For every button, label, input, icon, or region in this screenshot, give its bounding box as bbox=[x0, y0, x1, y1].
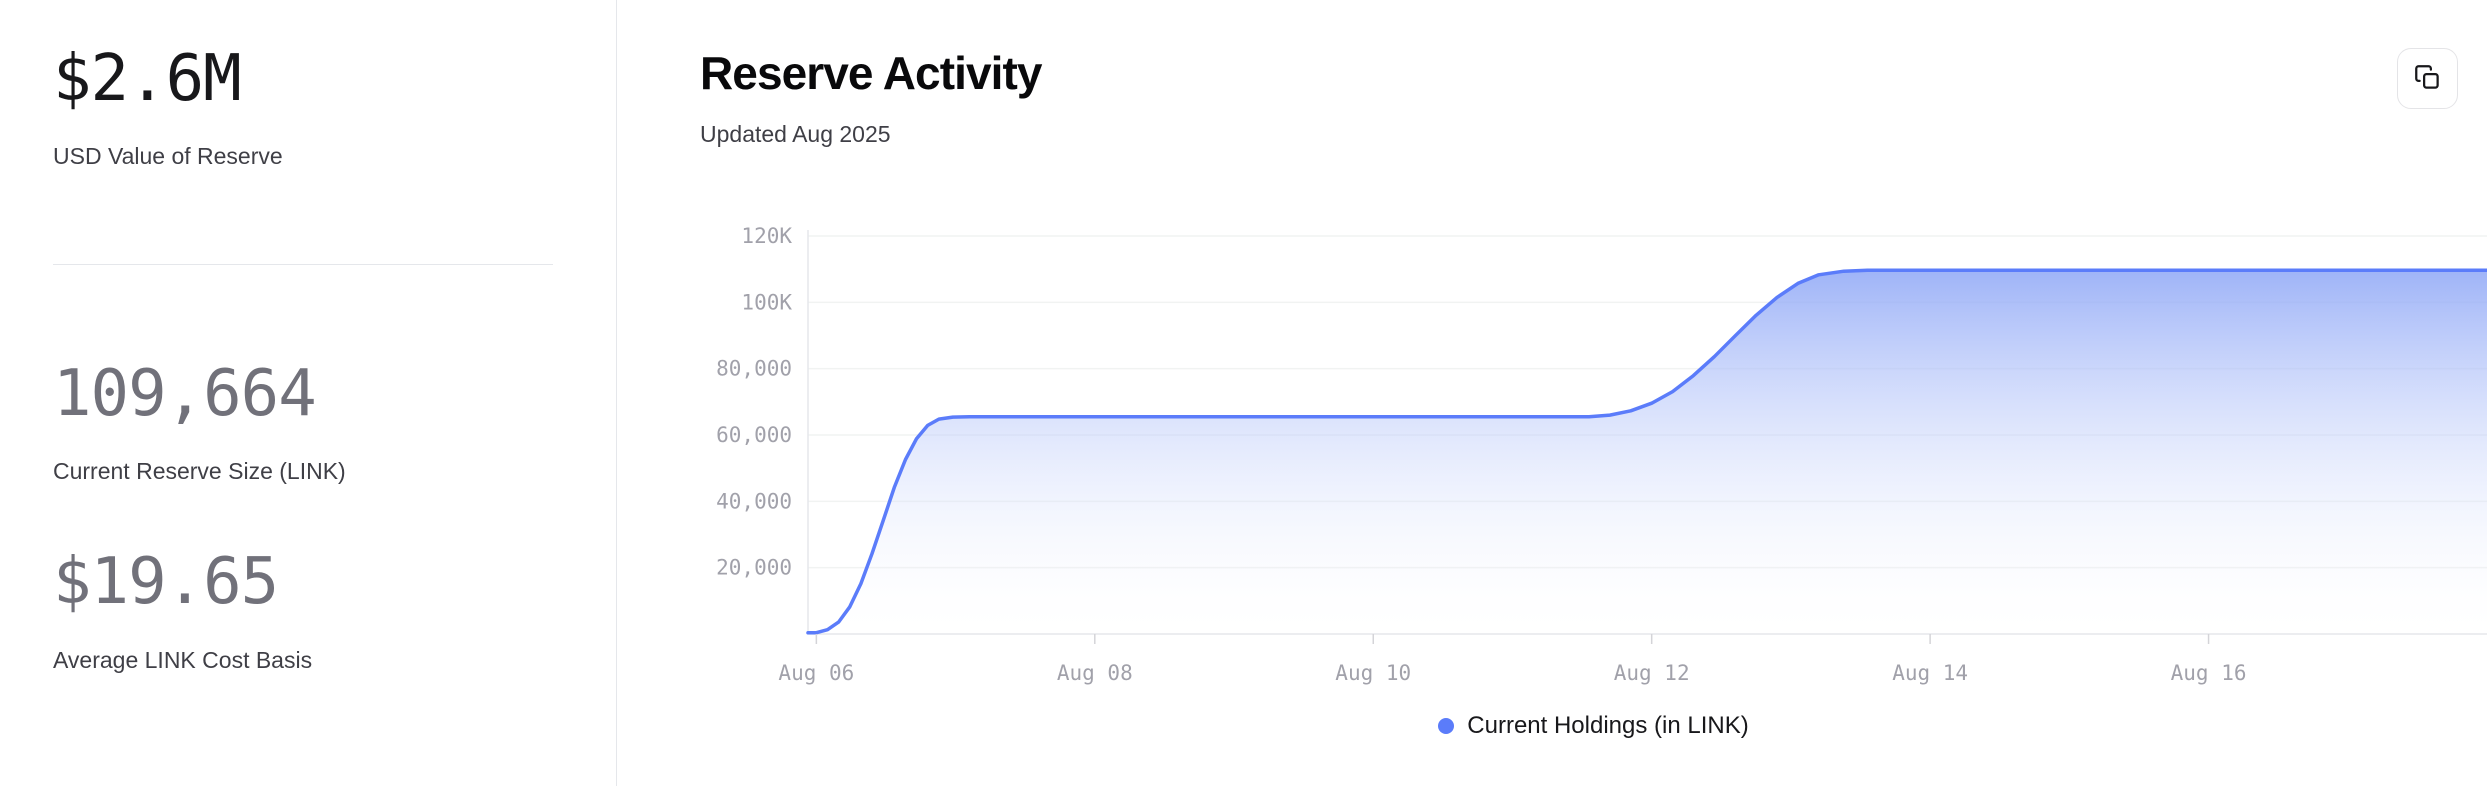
stat-reserve-size: 109,664 Current Reserve Size (LINK) bbox=[53, 357, 616, 485]
stat-cost-basis-number: $19.65 bbox=[53, 545, 279, 620]
legend-label: Current Holdings (in LINK) bbox=[1467, 711, 1749, 739]
stat-usd-value: $2.6M USD Value of Reserve bbox=[53, 42, 616, 170]
legend-dot bbox=[1438, 717, 1455, 734]
stat-usd-value-label: USD Value of Reserve bbox=[53, 143, 283, 170]
stat-usd-value-number: $2.6M bbox=[53, 42, 242, 116]
stat-reserve-size-number: 109,664 bbox=[53, 357, 317, 432]
stats-panel: $2.6M USD Value of Reserve 109,664 Curre… bbox=[0, 0, 617, 786]
svg-text:120K: 120K bbox=[741, 224, 792, 248]
chart-header-text: Reserve Activity Updated Aug 2025 bbox=[700, 48, 1042, 148]
reserve-activity-chart: 120K 100K 80,000 60,000 40,000 20,000 Aug 06 Au… bbox=[700, 218, 2488, 706]
svg-text:Aug 12: Aug 12 bbox=[1614, 661, 1690, 685]
copy-icon bbox=[2414, 64, 2441, 94]
svg-text:60,000: 60,000 bbox=[716, 423, 792, 447]
svg-text:100K: 100K bbox=[741, 290, 792, 314]
chart-header: Reserve Activity Updated Aug 2025 bbox=[700, 48, 2488, 148]
chart-panel: Reserve Activity Updated Aug 2025 120K 10… bbox=[617, 0, 2488, 786]
stats-divider bbox=[53, 264, 553, 266]
svg-text:80,000: 80,000 bbox=[716, 356, 792, 380]
svg-text:40,000: 40,000 bbox=[716, 489, 792, 513]
stat-cost-basis: $19.65 Average LINK Cost Basis bbox=[53, 549, 616, 673]
stat-cost-basis-label: Average LINK Cost Basis bbox=[53, 646, 313, 673]
page-subtitle: Updated Aug 2025 bbox=[700, 120, 891, 147]
chart-legend: Current Holdings (in LINK) bbox=[700, 712, 2487, 740]
svg-text:Aug 06: Aug 06 bbox=[778, 661, 854, 685]
svg-text:Aug 16: Aug 16 bbox=[2171, 661, 2247, 685]
svg-text:20,000: 20,000 bbox=[716, 555, 792, 579]
svg-text:Aug 08: Aug 08 bbox=[1057, 661, 1133, 685]
page-title: Reserve Activity bbox=[700, 47, 1042, 99]
area-chart-svg: 120K 100K 80,000 60,000 40,000 20,000 Aug 06 Au… bbox=[716, 224, 2487, 685]
svg-text:Aug 10: Aug 10 bbox=[1335, 661, 1411, 685]
copy-button[interactable] bbox=[2397, 48, 2458, 109]
stat-reserve-size-label: Current Reserve Size (LINK) bbox=[53, 458, 346, 485]
svg-text:Aug 14: Aug 14 bbox=[1892, 661, 1968, 685]
